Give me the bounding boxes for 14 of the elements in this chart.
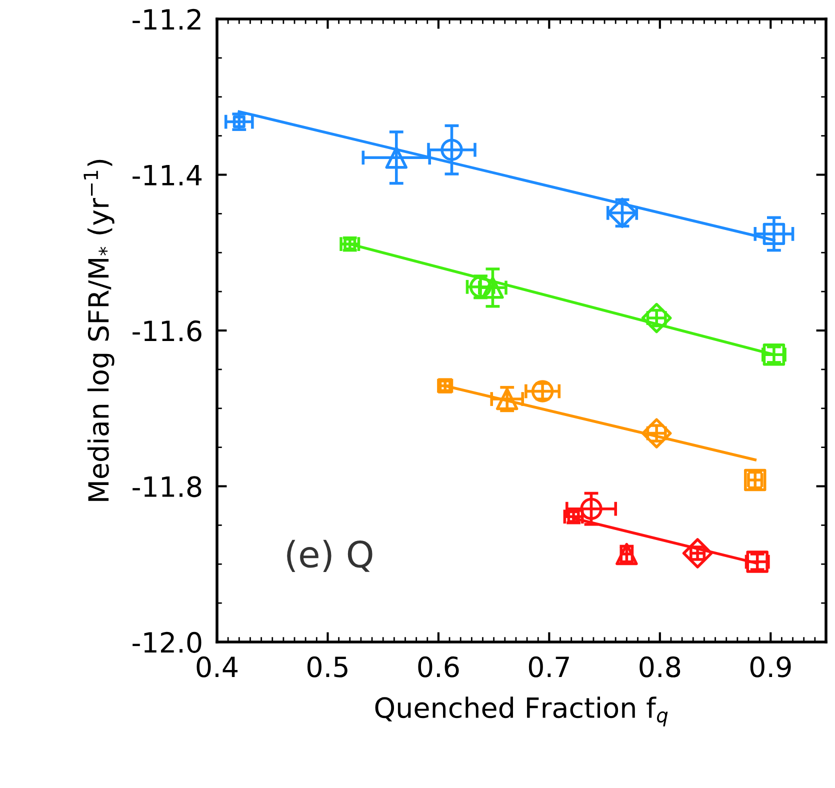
x-tick-label: 0.9 xyxy=(750,656,791,678)
x-tick-label: 0.7 xyxy=(528,656,569,678)
y-tick-label: -12.0 xyxy=(132,632,202,653)
y-tick-label: -11.2 xyxy=(132,8,200,30)
x-tick-label: 0.8 xyxy=(640,656,680,678)
x-tick-label: 0.4 xyxy=(196,656,238,678)
x-tick-label: 0.6 xyxy=(418,656,459,678)
y-tick-label: -11.4 xyxy=(132,165,202,186)
y-tick-label: -11.8 xyxy=(132,476,202,498)
x-tick-label: 0.5 xyxy=(307,656,348,678)
annotation: (e) Q xyxy=(287,540,372,572)
x-axis-title: Quenched Fraction f$_{q}$ xyxy=(375,696,668,726)
y-axis-title: Median log SFR/M$_{*}$ (yr$^{−1}$) xyxy=(84,160,114,501)
y-tick-label: -11.6 xyxy=(132,320,202,342)
